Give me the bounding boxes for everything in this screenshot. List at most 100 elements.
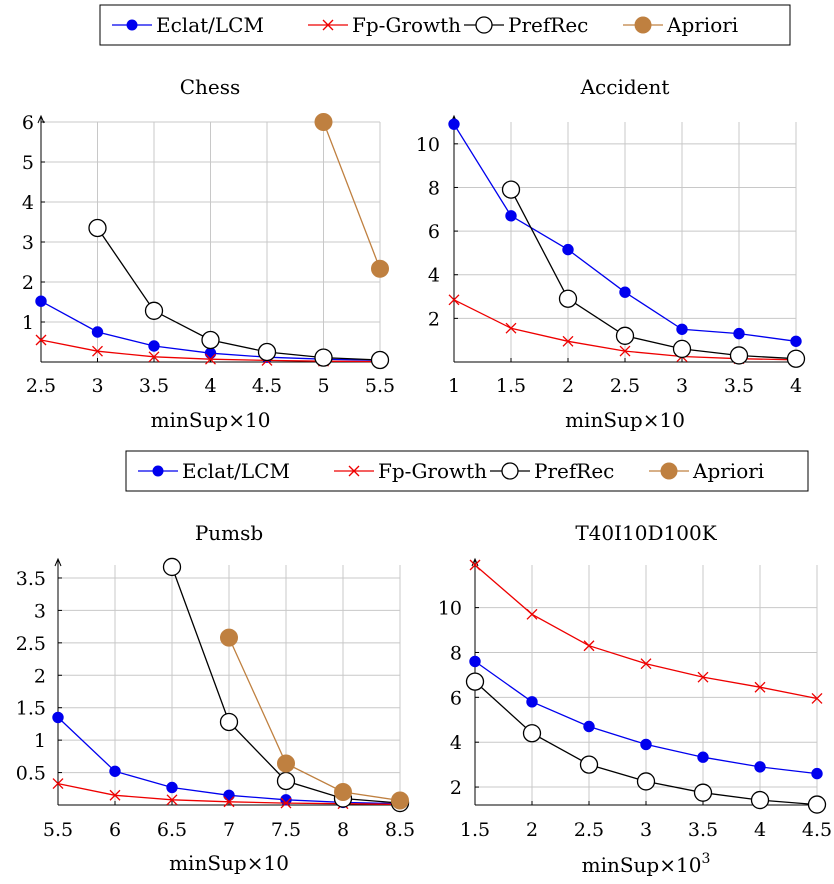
data-point bbox=[92, 345, 103, 357]
legend-label: Apriori bbox=[666, 13, 738, 37]
y-tick-label: 0.5 bbox=[16, 763, 46, 785]
data-point bbox=[505, 322, 517, 334]
ticks: 2.5 3 3.5 4 4.5 5 5.5 1 2 3 4 5 6 bbox=[22, 112, 395, 397]
y-tick-label: 8 bbox=[450, 642, 462, 664]
legend-entry-prefrec: PrefRec bbox=[464, 13, 588, 37]
y-tick-label: 1 bbox=[34, 730, 46, 752]
data-point bbox=[371, 259, 389, 278]
x-tick-label: 4 bbox=[790, 375, 802, 397]
legend-entry-fp-growth: Fp-Growth bbox=[308, 13, 461, 37]
data-point-stroke-b bbox=[448, 294, 460, 306]
data-point bbox=[334, 783, 352, 802]
data-point bbox=[558, 289, 578, 308]
x-tick-label: 2.5 bbox=[26, 375, 56, 397]
y-tick-label: 5 bbox=[22, 152, 34, 174]
data-point bbox=[640, 738, 652, 751]
series-line bbox=[510, 189, 797, 360]
x-tick-label: 1 bbox=[448, 375, 460, 397]
data-point-stroke-b bbox=[619, 345, 631, 357]
y-tick-label: 2 bbox=[34, 665, 46, 687]
data-point bbox=[220, 628, 238, 647]
legend-layer: Eclat/LCM Fp-Growth PrefRec AprioriEclat/LC… bbox=[99, 4, 809, 492]
x-tick-label: 3.5 bbox=[139, 375, 169, 397]
data-point-stroke-b bbox=[562, 335, 574, 347]
data-point bbox=[636, 772, 656, 791]
chart-title: T40I10D100K bbox=[575, 521, 717, 545]
data-point-stroke-b bbox=[640, 658, 652, 670]
data-point bbox=[754, 761, 766, 773]
data-point bbox=[729, 346, 749, 365]
y-tick-label: 2 bbox=[450, 777, 462, 799]
series-apriori bbox=[220, 628, 409, 810]
x-tick-label: 3 bbox=[91, 375, 103, 397]
x-tick-label: 6 bbox=[109, 819, 121, 841]
data-point bbox=[109, 765, 121, 777]
series-eclat-lcm bbox=[448, 118, 802, 347]
y-tick-label: 10 bbox=[438, 598, 462, 620]
chart-panel-chess: 2.5 3 3.5 4 4.5 5 5.5 1 2 3 4 5 6 Chess minSup×10 bbox=[22, 75, 395, 432]
data-point-stroke-b bbox=[52, 778, 64, 790]
series-prefrec bbox=[465, 672, 827, 814]
legend-marker bbox=[501, 462, 519, 480]
data-point bbox=[448, 294, 460, 306]
data-point-stroke-b bbox=[811, 692, 823, 704]
data-point bbox=[148, 351, 160, 363]
y-tick-label: 3 bbox=[22, 232, 34, 254]
data-point bbox=[223, 789, 235, 801]
legend-entry-apriori: Apriori bbox=[649, 459, 764, 483]
data-point-stroke-b bbox=[109, 789, 121, 801]
data-point bbox=[750, 790, 770, 810]
data-point bbox=[583, 720, 595, 733]
y-tick-label: 6 bbox=[450, 687, 462, 709]
series-prefrec bbox=[88, 218, 390, 370]
data-point-stroke-b bbox=[697, 671, 709, 683]
legend-marker bbox=[152, 465, 164, 477]
y-tick-label: 3 bbox=[34, 600, 46, 622]
x-tick-label: 5.5 bbox=[365, 375, 395, 397]
ticks: 5.5 6 6.5 7 7.5 8 8.5 0.5 1 1.5 2 2.5 3 3.5 bbox=[16, 568, 415, 841]
data-point bbox=[204, 347, 217, 359]
x-tick-label: 2 bbox=[526, 819, 538, 841]
x-tick-label: 7 bbox=[223, 819, 235, 841]
y-tick-label: 2 bbox=[22, 272, 34, 294]
data-point bbox=[811, 767, 823, 780]
data-point bbox=[640, 658, 652, 670]
data-point-stroke-b bbox=[280, 797, 292, 809]
x-axis-title: minSup×10 bbox=[169, 851, 289, 875]
y-axis-arrow bbox=[54, 557, 62, 567]
data-point bbox=[672, 339, 692, 359]
data-point-stroke-b bbox=[469, 559, 481, 571]
chart-layer: 2.5 3 3.5 4 4.5 5 5.5 1 2 3 4 5 6 Chess minSup×10 1 1.5 2… bbox=[16, 75, 832, 877]
legend-frame bbox=[125, 450, 809, 492]
data-point bbox=[370, 350, 390, 370]
legend-label: Fp-Growth bbox=[378, 459, 487, 483]
x-tick-label: 4 bbox=[754, 819, 766, 841]
chart-panel-accident: 1 1.5 2 2.5 3 3.5 4 2 4 6 8 10 Accident minSup×10 bbox=[416, 75, 806, 432]
x-tick-label: 4 bbox=[204, 375, 216, 397]
data-point bbox=[219, 712, 239, 732]
legend-middle: Eclat/LCM Fp-Growth PrefRec Apriori bbox=[125, 450, 809, 492]
legend-marker bbox=[475, 16, 493, 34]
data-point bbox=[52, 711, 64, 724]
axes bbox=[37, 114, 380, 363]
data-point-stroke-b bbox=[223, 796, 235, 808]
legend-frame bbox=[99, 4, 791, 46]
data-point bbox=[35, 295, 47, 307]
x-tick-label: 2.5 bbox=[574, 819, 604, 841]
data-point bbox=[526, 696, 538, 708]
x-tick-label: 4.5 bbox=[252, 375, 282, 397]
data-point bbox=[148, 340, 160, 352]
series-line bbox=[322, 121, 381, 270]
data-point bbox=[391, 791, 409, 810]
y-tick-label: 8 bbox=[428, 177, 440, 199]
y-tick-label: 3.5 bbox=[16, 568, 46, 590]
data-point bbox=[276, 771, 296, 791]
legend-label: Eclat/LCM bbox=[156, 13, 264, 37]
data-point-stroke-b bbox=[526, 608, 538, 620]
grid bbox=[474, 565, 818, 805]
x-tick-label: 8.5 bbox=[385, 819, 415, 841]
data-point bbox=[676, 323, 688, 335]
x-axis-title: minSup×10 bbox=[151, 408, 271, 432]
x-tick-label: 3 bbox=[640, 819, 652, 841]
